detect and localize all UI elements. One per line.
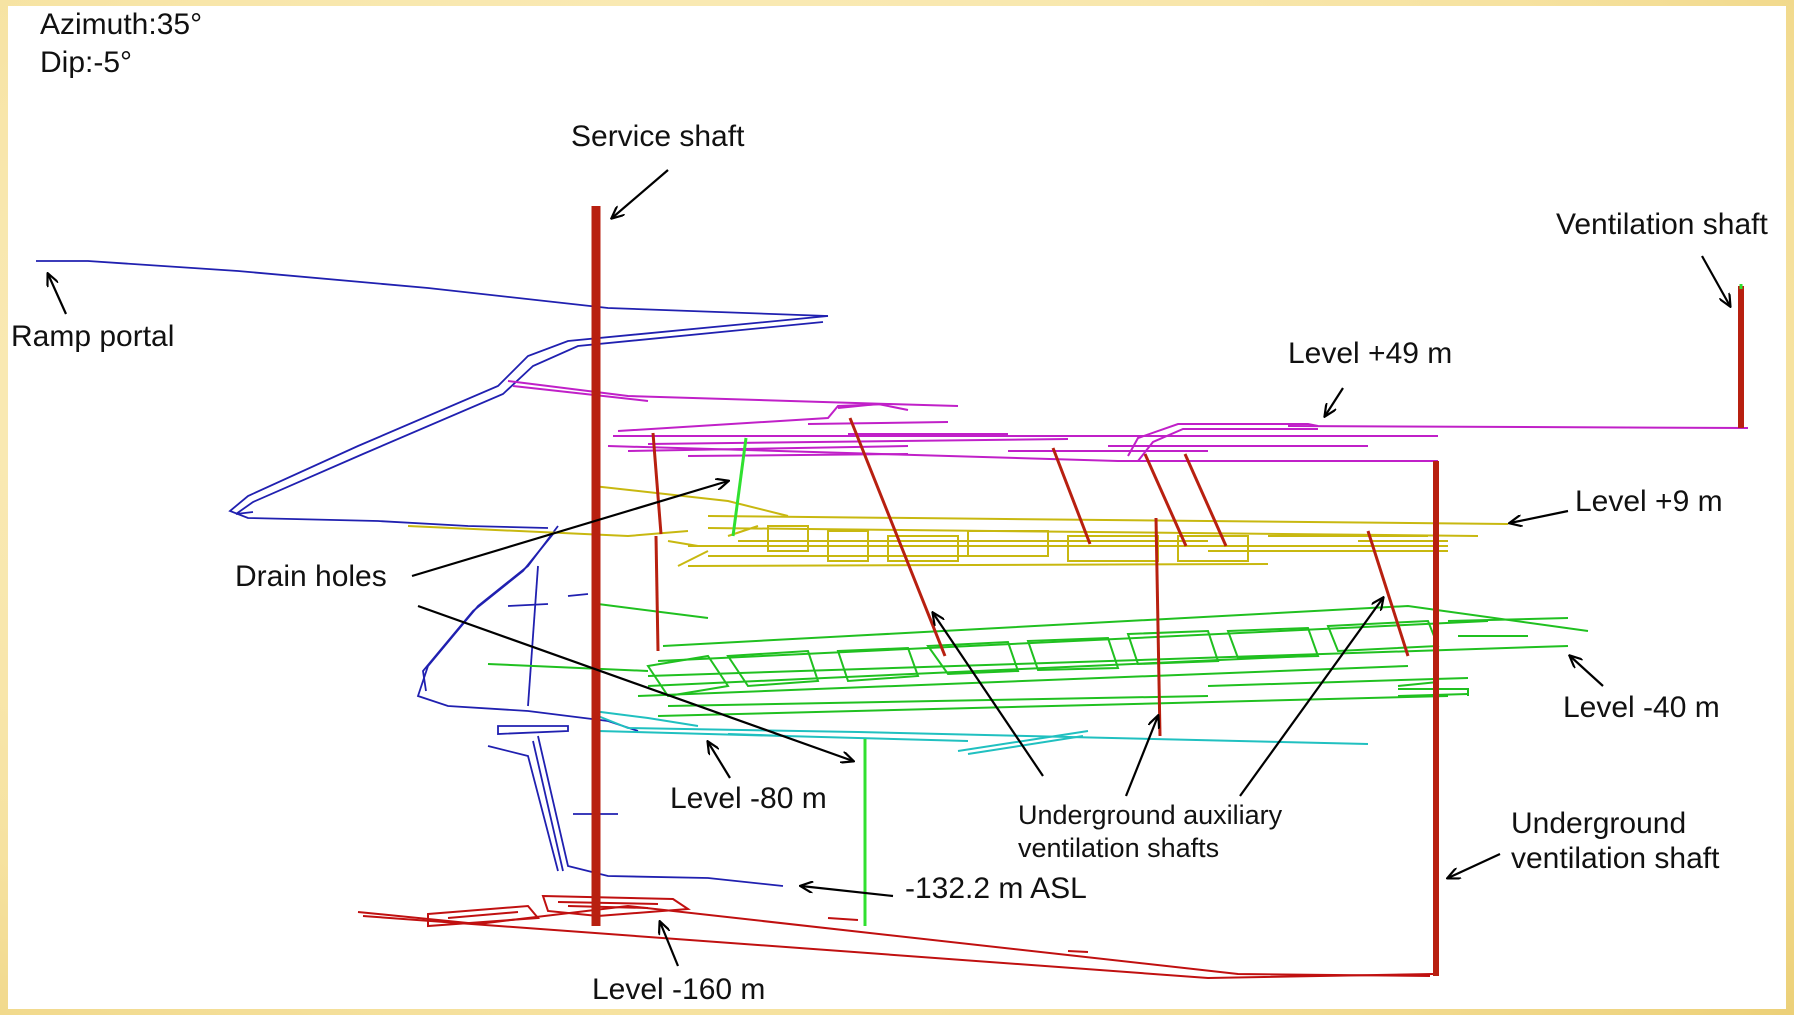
label-drain-holes: Drain holes (235, 560, 387, 593)
label-level-plus49: Level +49 m (1288, 337, 1452, 370)
level-plus49-workings (507, 380, 1749, 462)
label-ug-vent-line2: ventilation shaft (1511, 842, 1720, 875)
mine-3d-diagram: Azimuth:35° Dip:-5° (11, 8, 1768, 1006)
label-aux-shafts-line2: ventilation shafts (1018, 833, 1219, 863)
drain-hole-upper (731, 437, 748, 537)
label-ug-vent-line1: Underground (1511, 807, 1686, 840)
shafts (591, 206, 1744, 976)
level-minus80-workings (592, 710, 1369, 755)
label-level-plus9: Level +9 m (1575, 485, 1723, 518)
drain-holes (731, 284, 1743, 926)
label-ramp-portal: Ramp portal (11, 320, 174, 353)
aux-shaft-8 (1366, 530, 1410, 657)
label-level-minus80: Level -80 m (670, 782, 827, 815)
annotation-arrows (48, 169, 1730, 967)
aux-shaft-5 (1143, 453, 1188, 547)
level-minus40-workings (487, 603, 1589, 717)
aux-shaft-6 (1183, 453, 1228, 547)
aux-shaft-7 (1154, 517, 1162, 737)
label-aux-shafts-line1: Underground auxiliary (1018, 800, 1283, 830)
dip-text: Dip:-5° (40, 46, 132, 79)
aux-shaft-2 (654, 535, 660, 652)
mine-diagram-canvas: Azimuth:35° Dip:-5° (8, 6, 1786, 1009)
aux-shaft-3 (848, 417, 947, 657)
label-asl: -132.2 m ASL (905, 872, 1087, 905)
level-plus9-workings (407, 485, 1509, 567)
label-ventilation-shaft: Ventilation shaft (1556, 208, 1768, 241)
label-service-shaft: Service shaft (571, 120, 745, 153)
ramp-decline (36, 260, 829, 887)
label-level-minus160: Level -160 m (592, 973, 765, 1006)
aux-shaft-1 (651, 432, 663, 535)
aux-shaft-4 (1051, 447, 1092, 545)
level-minus160-workings (357, 894, 1434, 980)
azimuth-text: Azimuth:35° (40, 8, 202, 41)
label-level-minus40: Level -40 m (1563, 691, 1720, 724)
